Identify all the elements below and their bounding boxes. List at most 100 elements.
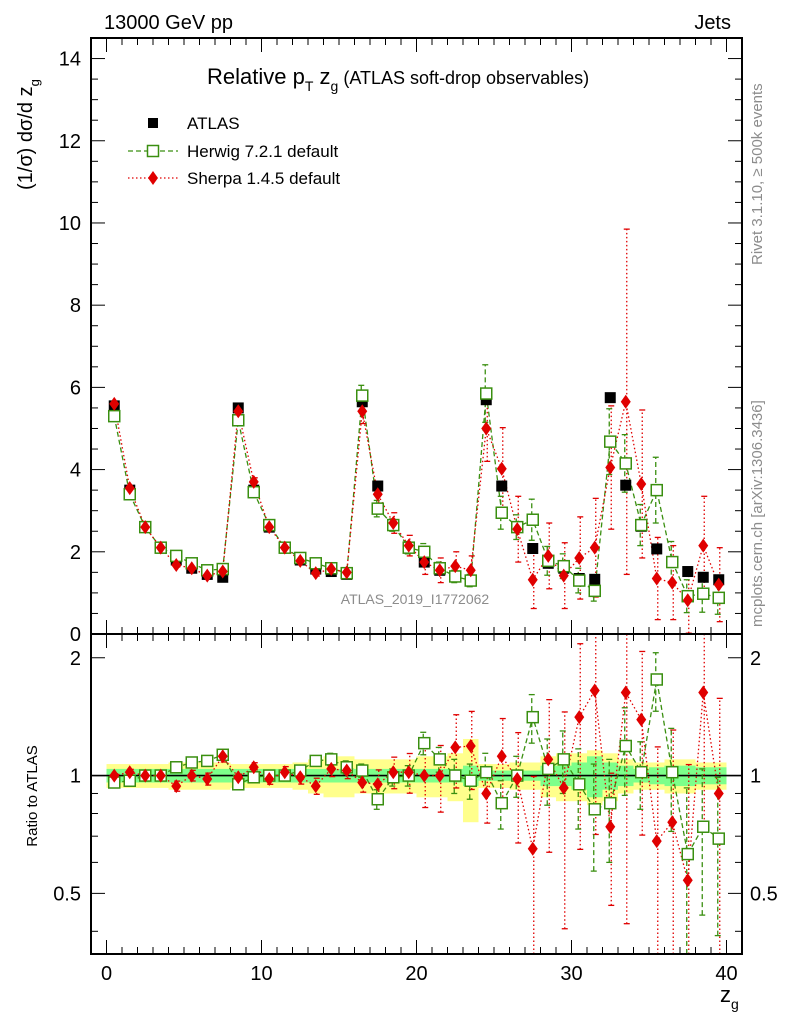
herwig-point: [604, 435, 617, 448]
ratio-sherpa-line: [114, 688, 720, 881]
ratio-sherpa-point: [357, 775, 368, 790]
main-ytick-label: 4: [70, 460, 81, 482]
sherpa-point: [357, 404, 368, 419]
atlas-point: [651, 543, 663, 555]
sherpa-point: [186, 561, 197, 576]
herwig-point: [526, 513, 539, 526]
ratio-sherpa-point: [450, 740, 461, 755]
ratio-sherpa-point: [140, 768, 151, 783]
legend-sherpa-label: Sherpa 1.4.5 default: [187, 169, 340, 188]
ratio-herwig-point: [681, 847, 694, 861]
ratio-sherpa-point: [248, 760, 259, 775]
sherpa-point: [403, 538, 414, 553]
ratio-sherpa-point: [264, 771, 275, 786]
ratio-sherpa-point: [589, 683, 600, 698]
ratio-herwig-point: [650, 673, 663, 686]
main-ytick-label: 2: [70, 542, 81, 564]
herwig-point: [356, 389, 369, 402]
sherpa-point: [434, 563, 445, 578]
ratio-y-axis-label: Ratio to ATLAS: [24, 745, 41, 846]
ratio-herwig-line: [114, 679, 720, 856]
herwig-point: [588, 584, 601, 598]
sherpa-point: [140, 520, 151, 535]
ratio-herwig-point: [697, 820, 710, 833]
herwig-point: [635, 518, 648, 532]
atlas-point: [682, 566, 694, 578]
ratio-panel: 0.5 0.5 1 1 2 2 0 10 20 30 40 Ratio to ATLAS zg: [24, 633, 778, 1012]
main-panel: 0 2 4 6 8 10 12 14 ATLAS_2019_I1772062 Relative…: [15, 37, 743, 646]
ratio-sherpa-point: [698, 685, 709, 700]
rivet-version-label: Rivet 3.1.10, ≥ 500k events: [749, 83, 766, 265]
ratio-sherpa-point: [202, 771, 213, 786]
ratio-sherpa-point: [124, 765, 135, 780]
herwig-point: [650, 483, 663, 497]
sherpa-point: [667, 575, 678, 590]
ratio-sherpa-point: [171, 779, 182, 794]
ratio-sherpa-point: [651, 834, 662, 849]
sherpa-point: [465, 563, 476, 578]
header-left-label: 13000 GeV pp: [104, 12, 233, 34]
ratio-xtick-label: 20: [405, 963, 427, 985]
ratio-sherpa-point: [434, 768, 445, 783]
title-part-mid: z: [313, 64, 330, 89]
ratio-x-axis: 0 10 20 30 40: [101, 634, 738, 985]
sherpa-point: [279, 540, 290, 555]
title-part-post: (ATLAS soft-drop observables): [338, 68, 589, 88]
legend-herwig-marker: [146, 144, 160, 158]
ratio-sherpa-point: [109, 768, 120, 783]
ratio-y-axis: 0.5 0.5 1 1 2 2: [53, 648, 778, 932]
sherpa-point: [698, 538, 709, 553]
ratio-sherpa-point: [605, 819, 616, 834]
sherpa-point: [171, 557, 182, 572]
herwig-line: [113, 393, 719, 599]
sherpa-point: [620, 394, 631, 409]
sherpa-point: [527, 572, 538, 587]
ratio-ytick-label-right: 2: [750, 648, 761, 670]
legend-atlas-marker: [148, 118, 158, 128]
ratio-frame-overlay: [90, 633, 743, 955]
main-ytick-label: 10: [59, 213, 81, 235]
ratio-xtick-label: 0: [101, 963, 112, 985]
ratio-sherpa-point: [279, 765, 290, 780]
atlas-point: [527, 543, 539, 555]
ratio-sherpa-point: [326, 761, 337, 776]
sherpa-point: [558, 568, 569, 583]
ratio-herwig-point: [635, 765, 648, 779]
ratio-sherpa-point: [558, 780, 569, 795]
atlas-point: [496, 480, 508, 492]
ratio-ytick-label: 1: [70, 766, 81, 788]
ratio-sherpa-point: [388, 765, 399, 780]
ratio-sherpa-point: [481, 786, 492, 801]
title-sub-t: T: [305, 78, 314, 94]
herwig-point: [371, 502, 384, 515]
atlas-point: [604, 392, 616, 404]
ratio-herwig-point: [433, 753, 446, 766]
ratio-ytick-label-right: 1: [750, 766, 761, 788]
atlas-point: [697, 571, 709, 583]
ratio-sherpa-point: [217, 749, 228, 764]
herwig-point: [666, 555, 679, 569]
herwig-point: [697, 587, 710, 600]
sherpa-point: [574, 550, 585, 565]
ratio-sherpa-point: [667, 815, 678, 830]
legend-sherpa-marker: [148, 171, 158, 185]
ratio-uncertainty-bands: [106, 739, 727, 823]
ratio-sherpa-point: [186, 768, 197, 783]
ratio-herwig-point: [712, 832, 725, 845]
ratio-xtick-label: 40: [715, 963, 737, 985]
ratio-sherpa-point: [155, 768, 166, 783]
sherpa-point: [496, 461, 507, 476]
mcplots-reference-label: mcplots.cern.ch [arXiv:1306.3436]: [749, 400, 766, 627]
sherpa-point: [512, 522, 523, 537]
ratio-sherpa-point: [527, 841, 538, 856]
ratio-sherpa-point: [636, 712, 647, 727]
main-data-series: [108, 228, 725, 634]
ratio-herwig-point: [464, 774, 477, 787]
title-sub-g: g: [331, 78, 339, 94]
sherpa-point: [217, 564, 228, 579]
ratio-herwig-point: [573, 778, 586, 791]
ratio-sherpa-point: [372, 777, 383, 792]
ratio-herwig-point: [371, 792, 384, 806]
sherpa-point: [310, 566, 321, 581]
sherpa-point: [605, 460, 616, 475]
